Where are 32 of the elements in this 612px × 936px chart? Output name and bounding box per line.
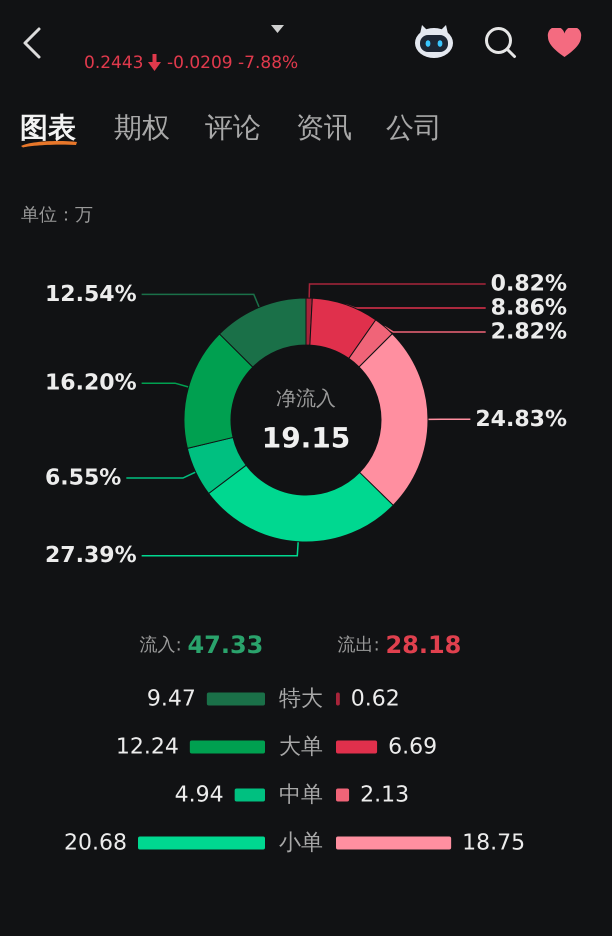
text: 净流入 bbox=[276, 386, 336, 410]
data-label: 16.20% bbox=[45, 370, 137, 396]
text: 流入: 47.33 bbox=[140, 631, 264, 659]
text: 图表 bbox=[20, 110, 76, 146]
data-label: 20.68 bbox=[64, 830, 127, 856]
text: 资讯 bbox=[296, 110, 352, 146]
data-label: 6.55% bbox=[45, 465, 122, 490]
data-label: 12.24 bbox=[116, 734, 179, 760]
text: 公司 bbox=[386, 110, 442, 146]
data-label: 0.62 bbox=[350, 686, 400, 712]
text: 0.2443 bbox=[84, 53, 144, 73]
data-label: 0.82% bbox=[490, 272, 567, 297]
data-label: 18.75 bbox=[462, 830, 526, 856]
data-label: 4.94 bbox=[174, 782, 224, 808]
data-label: 27.39% bbox=[45, 543, 137, 568]
text: 流出: 28.18 bbox=[338, 631, 462, 659]
y-tick-label: 特大 bbox=[279, 686, 323, 712]
text: 期权 bbox=[114, 110, 170, 146]
text: 19.15 bbox=[262, 422, 350, 454]
data-label: 8.86% bbox=[490, 296, 567, 321]
y-tick-label: 中单 bbox=[279, 782, 323, 808]
data-label: 6.69 bbox=[388, 734, 438, 760]
data-label: 9.47 bbox=[146, 686, 196, 712]
text: 评论 bbox=[205, 110, 261, 146]
data-label: 2.13 bbox=[360, 782, 410, 808]
y-tick-label: 大单 bbox=[279, 734, 323, 760]
text: -0.0209 -7.88% bbox=[167, 53, 298, 73]
data-label: 24.83% bbox=[475, 406, 567, 432]
text: 单位：万 bbox=[21, 204, 93, 226]
data-label: 2.82% bbox=[490, 320, 567, 345]
data-label: 12.54% bbox=[45, 282, 137, 307]
y-tick-label: 小单 bbox=[279, 830, 323, 856]
